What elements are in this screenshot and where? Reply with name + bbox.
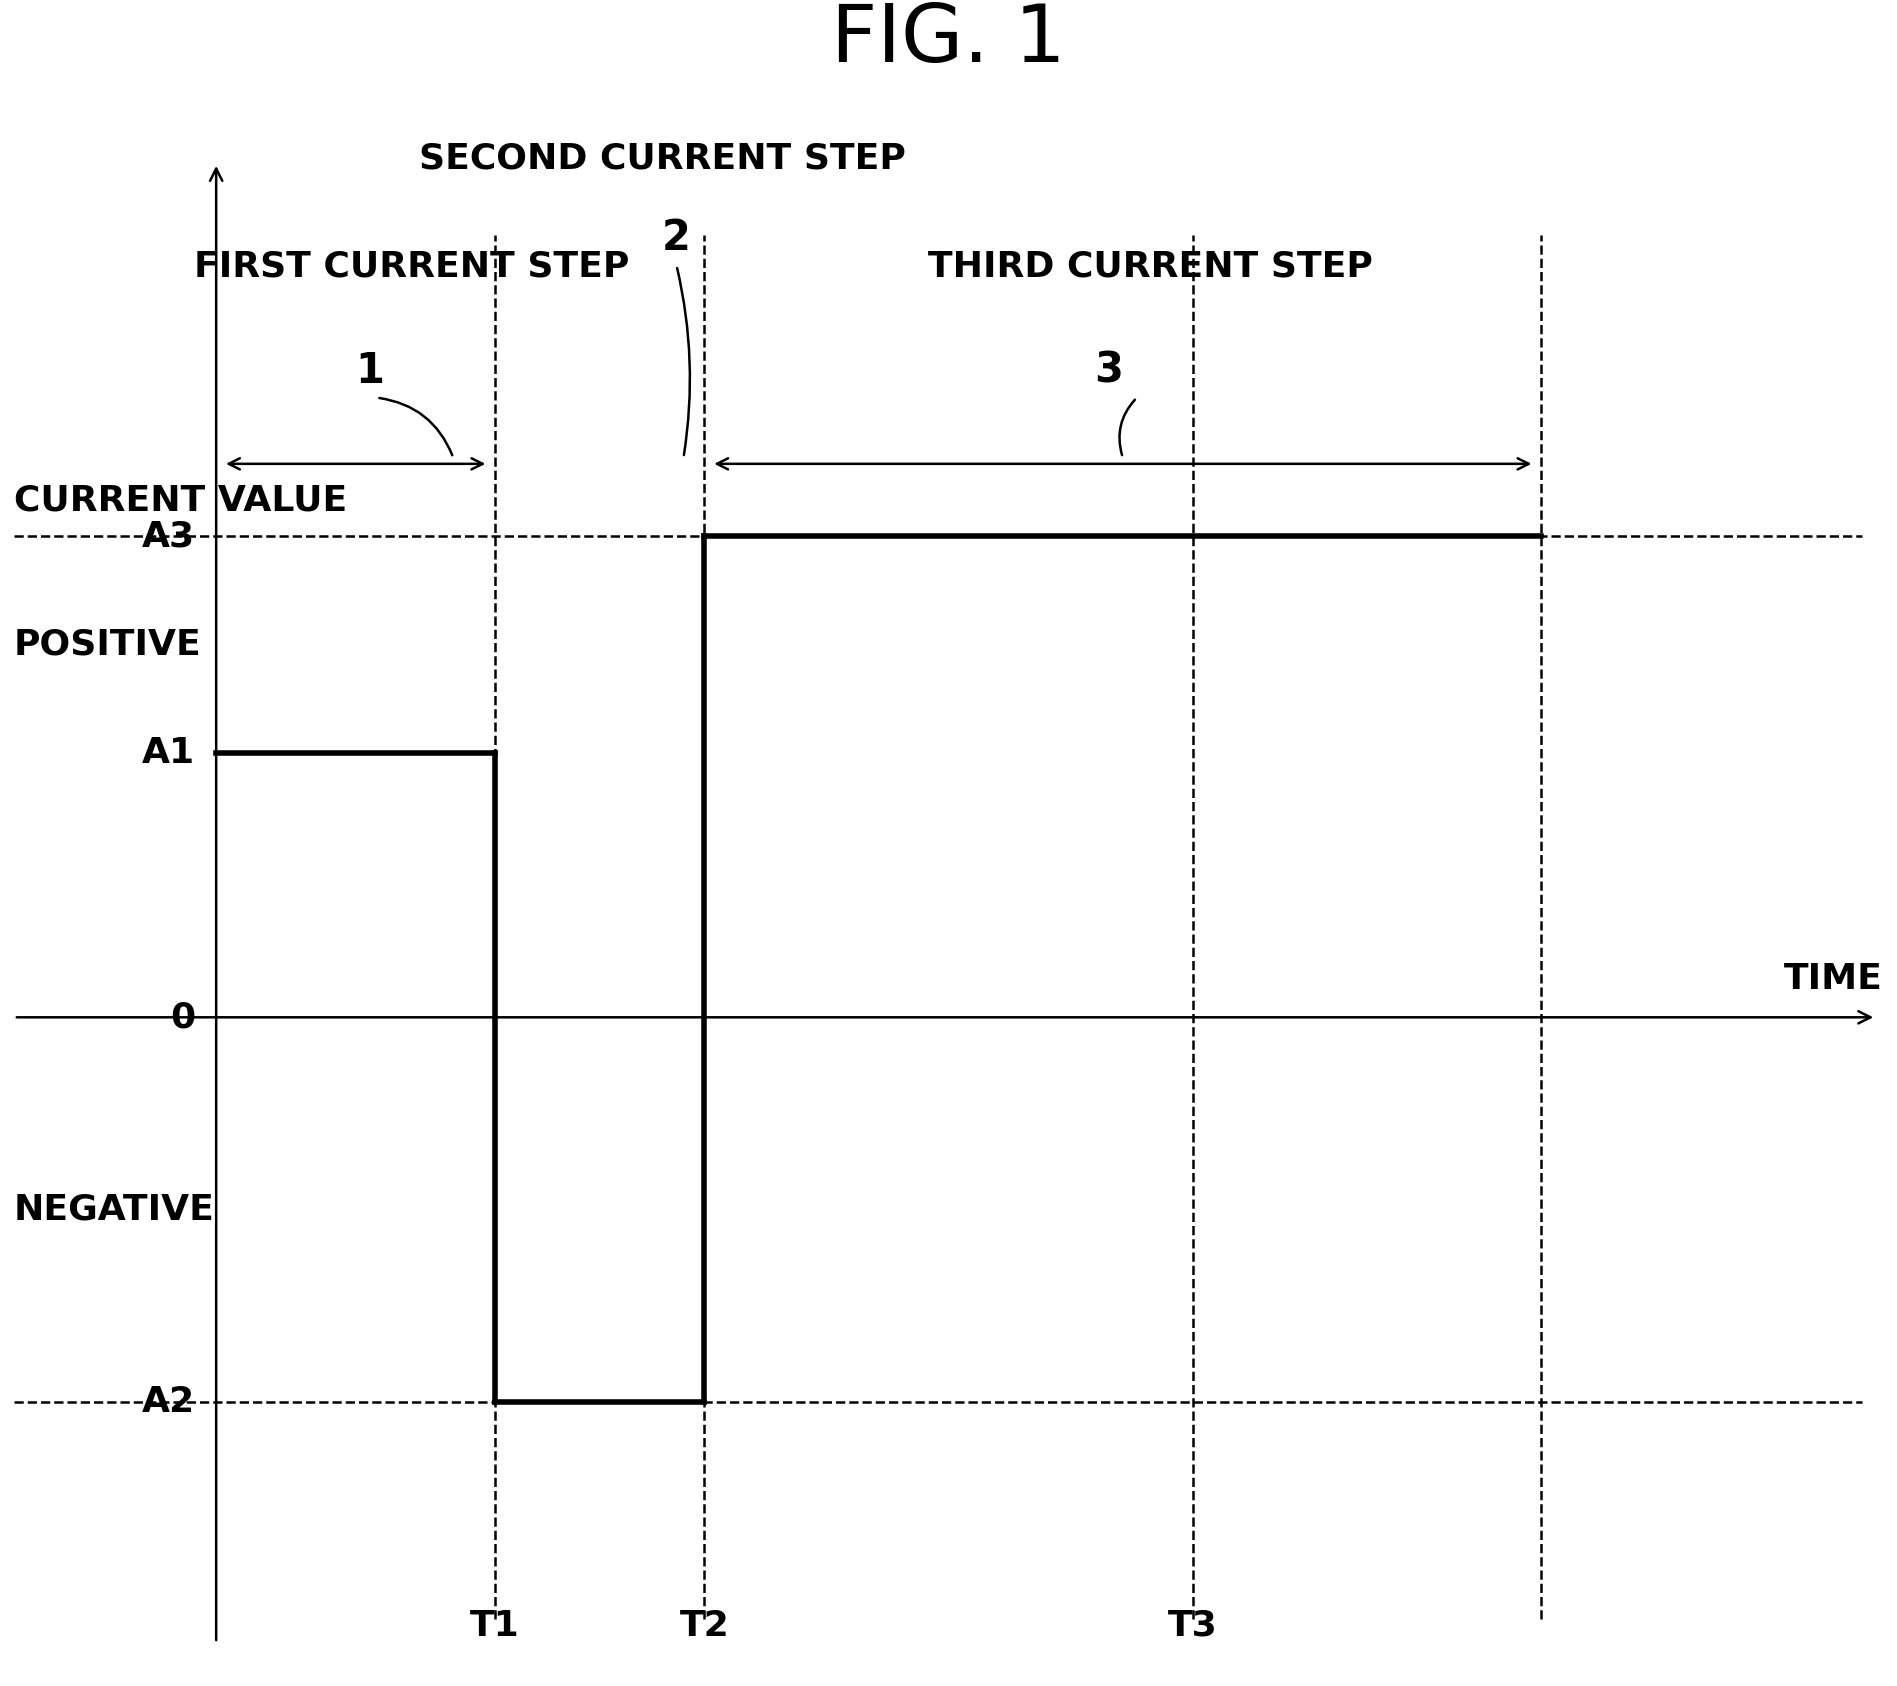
- Text: T3: T3: [1169, 1608, 1218, 1642]
- Text: 3: 3: [1095, 349, 1123, 391]
- Text: A2: A2: [142, 1386, 195, 1420]
- Text: T1: T1: [470, 1608, 520, 1642]
- Text: 2: 2: [662, 217, 691, 260]
- Text: CURRENT VALUE: CURRENT VALUE: [13, 484, 347, 518]
- Text: SECOND CURRENT STEP: SECOND CURRENT STEP: [419, 142, 907, 175]
- Text: 0: 0: [171, 1000, 195, 1034]
- Text: 1: 1: [355, 349, 383, 391]
- Text: NEGATIVE: NEGATIVE: [13, 1192, 214, 1227]
- Text: A3: A3: [142, 519, 195, 553]
- Text: A1: A1: [142, 735, 195, 769]
- Text: THIRD CURRENT STEP: THIRD CURRENT STEP: [928, 250, 1373, 283]
- Text: FIRST CURRENT STEP: FIRST CURRENT STEP: [193, 250, 630, 283]
- Text: POSITIVE: POSITIVE: [13, 627, 201, 661]
- Text: TIME: TIME: [1785, 961, 1884, 996]
- Text: FIG. 1: FIG. 1: [831, 0, 1066, 79]
- Text: T2: T2: [679, 1608, 728, 1642]
